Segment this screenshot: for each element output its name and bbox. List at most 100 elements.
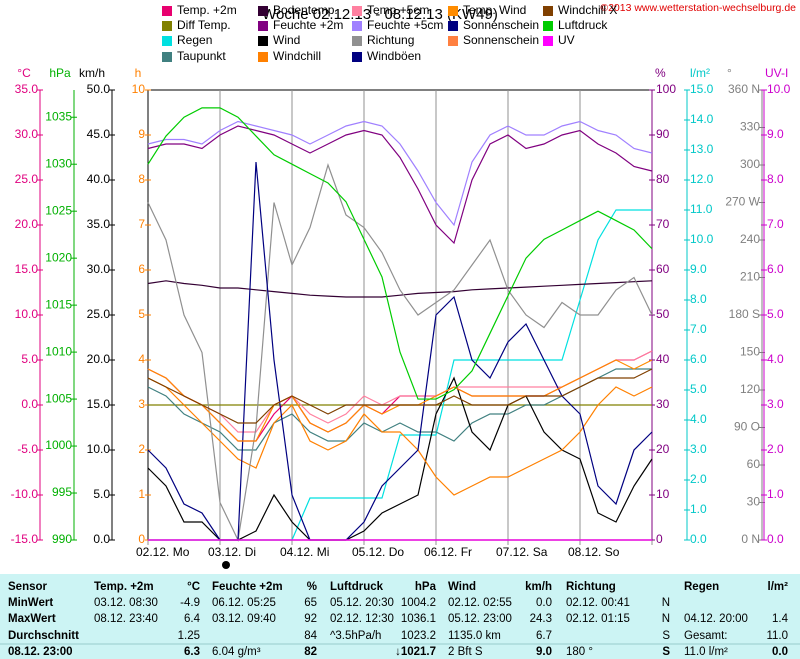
table-cell: 6.7 <box>536 630 552 642</box>
y-tick-label: 990 <box>52 532 72 546</box>
legend-label: Taupunkt <box>177 49 226 63</box>
y-tick-label: 3.0 <box>690 442 707 456</box>
series-line <box>147 163 653 542</box>
legend-label: Diff Temp. <box>177 18 231 32</box>
table-cell: 08.12. 23:40 <box>94 613 158 625</box>
table-cell: Gesamt: <box>684 630 727 642</box>
table-header: km/h <box>525 581 552 593</box>
y-tick-label: 2 <box>138 442 145 456</box>
table-cell: 02.12. 00:41 <box>566 597 630 609</box>
table-cell: 9.0 <box>536 646 552 658</box>
legend-label: Bodentemp. <box>273 3 338 17</box>
y-tick-label: 1.0 <box>690 502 707 516</box>
legend-swatch <box>543 36 553 46</box>
y-tick-label: 0.0 <box>21 397 38 411</box>
table-cell: 06.12. 05:25 <box>212 597 276 609</box>
y-tick-label: 120 <box>740 382 760 396</box>
legend-label: Sonnenschein <box>463 18 539 32</box>
y-tick-label: 6 <box>138 262 145 276</box>
y-tick-label: 25.0 <box>87 307 111 321</box>
legend-swatch <box>258 36 268 46</box>
y-tick-label: 995 <box>52 485 72 499</box>
y-tick-label: 4.0 <box>767 352 784 366</box>
table-cell: Durchschnitt <box>8 630 79 642</box>
y-tick-label: 330 <box>740 120 760 134</box>
plot-area <box>147 89 653 541</box>
y-tick-label: 240 <box>740 232 760 246</box>
table-cell: 03.12. 09:40 <box>212 613 276 625</box>
y-tick-label: 15.0 <box>15 262 39 276</box>
y-tick-label: 6.0 <box>690 352 707 366</box>
y-tick-label: 1020 <box>45 250 72 264</box>
table-header: Temp. +2m <box>94 581 154 593</box>
table-cell: 08.12. 23:00 <box>8 646 73 658</box>
axis-title: °C <box>17 66 31 80</box>
y-tick-label: 5.0 <box>93 487 110 501</box>
y-tick-label: 14.0 <box>690 112 714 126</box>
y-tick-label: 3 <box>138 397 145 411</box>
y-tick-label: 9 <box>138 127 145 141</box>
legend-swatch <box>352 36 362 46</box>
y-tick-label: 7.0 <box>690 322 707 336</box>
table-cell: 24.3 <box>530 613 552 625</box>
table-cell: 03.12. 08:30 <box>94 597 158 609</box>
y-tick-label: 80 <box>656 172 670 186</box>
table-cell: 05.12. 20:30 <box>330 597 394 609</box>
series-line <box>147 120 653 227</box>
y-tick-label: 180 S <box>729 307 760 321</box>
y-tick-label: 100 <box>656 82 676 96</box>
current-day-marker <box>222 561 230 569</box>
legend-swatch <box>162 6 172 16</box>
y-tick-label: 70 <box>656 217 670 231</box>
table-cell: 1.4 <box>772 613 789 625</box>
legend-swatch <box>258 6 268 16</box>
table-cell: 02.12. 02:55 <box>448 597 512 609</box>
legend-label: Windchill X <box>558 3 617 17</box>
table-cell: 84 <box>304 630 317 642</box>
x-tick-label: 07.12. Sa <box>496 545 548 559</box>
y-tick-label: 7.0 <box>767 217 784 231</box>
legend-swatch <box>162 21 172 31</box>
y-tick-label: 10 <box>656 487 670 501</box>
y-tick-label: 1005 <box>45 391 72 405</box>
y-tick-label: 40.0 <box>87 172 111 186</box>
x-tick-label: 05.12. Do <box>352 545 404 559</box>
y-tick-label: 8 <box>138 172 145 186</box>
axis-title: l/m² <box>690 66 710 80</box>
legend-label: Richtung <box>367 33 414 47</box>
x-tick-label: 03.12. Di <box>208 545 256 559</box>
legend-label: Windböen <box>367 49 421 63</box>
y-tick-label: 30 <box>656 397 670 411</box>
y-tick-label: 12.0 <box>690 172 714 186</box>
y-tick-label: 40 <box>656 352 670 366</box>
table-header: Regen <box>684 581 719 593</box>
y-tick-label: 5.0 <box>690 382 707 396</box>
y-tick-label: 20.0 <box>15 217 39 231</box>
y-tick-label: 9.0 <box>690 262 707 276</box>
table-cell: 02.12. 12:30 <box>330 613 394 625</box>
y-tick-label: 0 <box>138 532 145 546</box>
table-cell: S <box>662 646 670 658</box>
series-line <box>147 125 653 245</box>
axis-title: h <box>135 66 142 80</box>
table-cell: 0.0 <box>772 646 788 658</box>
y-tick-label: 150 <box>740 345 760 359</box>
table-header: l/m² <box>768 581 789 593</box>
table-cell: 65 <box>304 597 317 609</box>
y-tick-label: 10.0 <box>690 232 714 246</box>
y-tick-label: 300 <box>740 157 760 171</box>
legend-label: Regen <box>177 33 212 47</box>
table-cell: 1023.2 <box>401 630 436 642</box>
y-tick-label: 10.0 <box>87 442 111 456</box>
table-cell: 11.0 <box>766 630 788 642</box>
axis-title: km/h <box>79 66 105 80</box>
table-cell: N <box>662 613 670 625</box>
y-tick-label: 3.0 <box>767 397 784 411</box>
table-header: °C <box>187 581 200 593</box>
y-tick-label: 1000 <box>45 438 72 452</box>
y-tick-label: 5 <box>138 307 145 321</box>
table-cell: ^3.5hPa/h <box>330 630 381 642</box>
legend-label: Windchill <box>273 49 321 63</box>
table-cell: MinWert <box>8 597 53 609</box>
